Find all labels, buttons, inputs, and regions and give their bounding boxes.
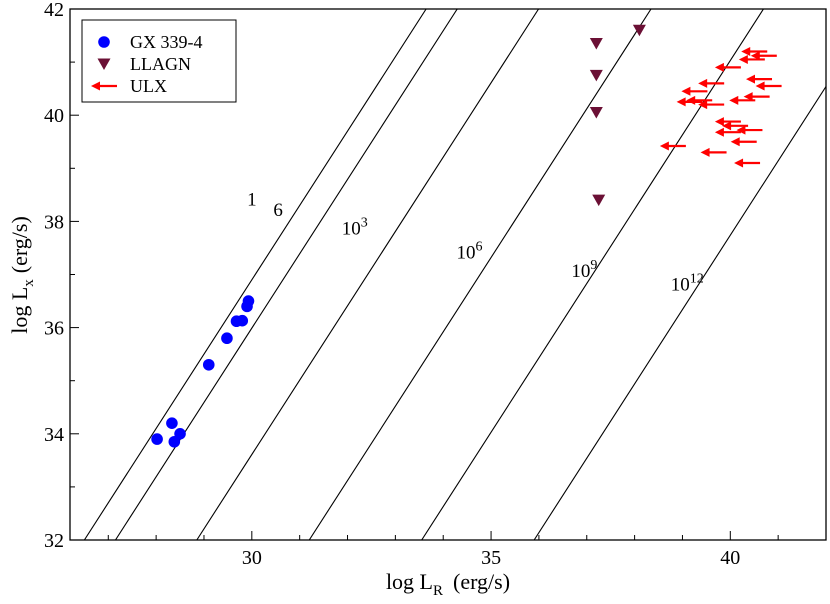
- ulx-point: [698, 100, 725, 110]
- legend-marker-llagn: [97, 58, 111, 70]
- ulx-point: [750, 51, 777, 61]
- gx-339-4-point: [236, 314, 249, 327]
- series-gx: [151, 295, 255, 448]
- ulx-point: [722, 121, 749, 131]
- legend-label-gx: GX 339-4: [130, 32, 203, 52]
- reference-line-label: 106: [457, 240, 483, 264]
- reference-line-label: 103: [342, 216, 368, 240]
- ulx-point: [676, 97, 703, 107]
- legend: GX 339-4 LLAGN ULX: [81, 19, 237, 103]
- gx-339-4-point: [174, 428, 186, 440]
- y-tick-label: 38: [44, 211, 64, 233]
- ulx-point: [755, 81, 782, 91]
- plot-frame: [69, 8, 827, 541]
- gx-339-4-point: [221, 332, 233, 345]
- gx-339-4-point: [151, 433, 163, 445]
- ulx-point: [730, 137, 757, 147]
- y-tick-label: 42: [44, 0, 64, 21]
- x-tick-label: 40: [720, 547, 740, 569]
- ulx-point: [714, 62, 741, 72]
- reference-lines: [83, 9, 826, 540]
- llagn-point: [592, 194, 606, 207]
- gx-339-4-point: [242, 295, 255, 307]
- ulx-point: [714, 117, 741, 127]
- legend-label-ulx: ULX: [130, 76, 167, 96]
- x-tick-label: 30: [242, 547, 262, 569]
- llagn-point: [589, 38, 603, 50]
- ulx-point: [729, 95, 756, 105]
- reference-line-label: 1012: [671, 271, 704, 295]
- legend-markers: [91, 36, 117, 91]
- ulx-point: [734, 158, 761, 168]
- y-tick-label: 32: [44, 530, 64, 552]
- ulx-point: [659, 141, 686, 151]
- gx-339-4-point: [202, 358, 215, 371]
- ulx-point: [714, 127, 741, 137]
- legend-label-llagn: LLAGN: [130, 54, 191, 74]
- reference-line: [308, 9, 652, 540]
- series-llagn: [589, 24, 646, 207]
- ulx-point: [743, 92, 770, 102]
- ulx-point: [736, 125, 763, 135]
- reference-line: [196, 9, 540, 540]
- reference-line-label: 109: [571, 258, 597, 282]
- reference-line: [83, 9, 427, 540]
- llagn-point: [632, 24, 646, 37]
- reference-line-label: 1: [247, 189, 257, 210]
- series-ulx: [659, 46, 782, 168]
- y-axis-title: log Lx(erg/s): [7, 216, 37, 334]
- ulx-point: [741, 46, 768, 56]
- axis-ticks: 30 35 40 32 34 36 38 40 42: [44, 0, 779, 569]
- x-axis-title: log LR (erg/s): [386, 569, 510, 599]
- x-tick-label: 35: [481, 547, 501, 569]
- ulx-point: [746, 74, 773, 84]
- ulx-point: [738, 54, 765, 64]
- data-points: [151, 24, 782, 448]
- reference-line: [114, 9, 458, 540]
- y-tick-label: 36: [44, 318, 64, 340]
- y-tick-label: 40: [44, 105, 64, 127]
- reference-line: [533, 85, 826, 540]
- gx-339-4-point: [168, 435, 181, 448]
- llagn-point: [589, 69, 603, 82]
- ulx-point: [681, 86, 708, 96]
- reference-line-labels: 16 103 106 109 1012: [247, 189, 704, 295]
- gx-339-4-point: [166, 417, 178, 429]
- reference-line-label: 6: [273, 200, 283, 221]
- ulx-point: [700, 147, 727, 157]
- legend-marker-gx: [98, 36, 110, 48]
- ulx-point: [698, 78, 725, 88]
- llagn-point: [589, 107, 603, 119]
- reference-line: [421, 9, 764, 540]
- y-tick-label: 34: [44, 424, 64, 446]
- legend-marker-ulx: [91, 81, 117, 91]
